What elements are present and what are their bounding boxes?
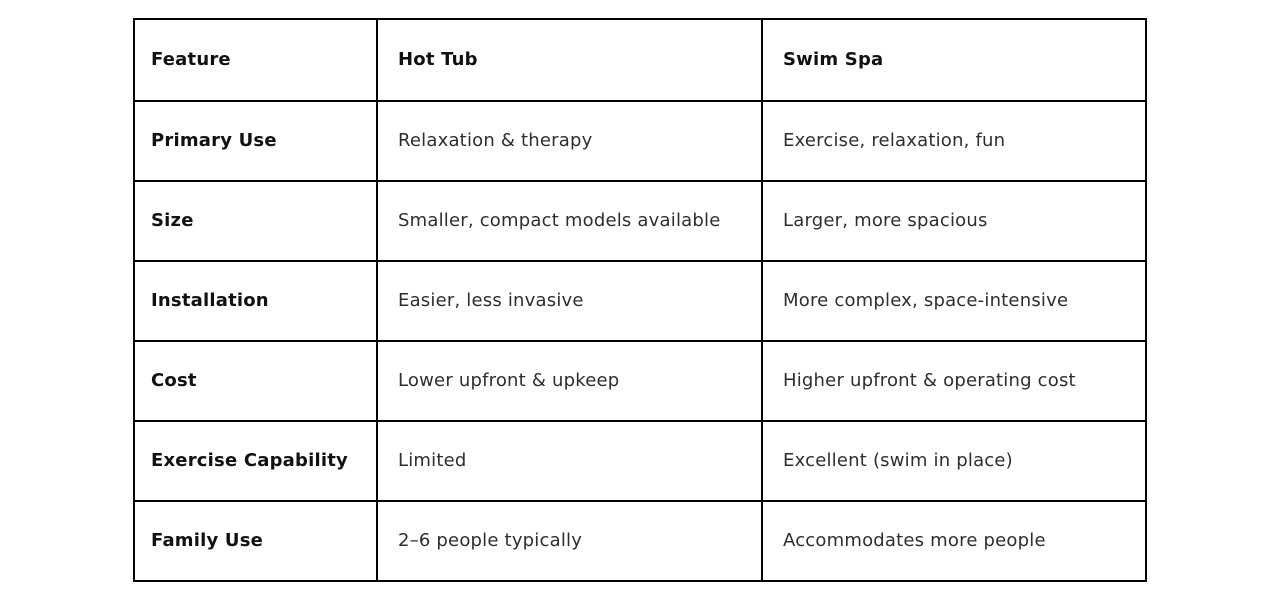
feature-label: Primary Use	[133, 100, 378, 182]
column-header-feature: Feature	[133, 18, 378, 102]
hot-tub-value: Easier, less invasive	[376, 260, 763, 342]
hot-tub-value: 2–6 people typically	[376, 500, 763, 582]
column-header-swim-spa: Swim Spa	[761, 18, 1147, 102]
table-row-primary-use: Primary Use Relaxation & therapy Exercis…	[133, 100, 1147, 182]
table-row-cost: Cost Lower upfront & upkeep Higher upfro…	[133, 340, 1147, 422]
comparison-table: Feature Hot Tub Swim Spa Primary Use Rel…	[133, 18, 1147, 582]
feature-label: Cost	[133, 340, 378, 422]
table-row-family-use: Family Use 2–6 people typically Accommod…	[133, 500, 1147, 582]
table-row-installation: Installation Easier, less invasive More …	[133, 260, 1147, 342]
feature-label: Exercise Capability	[133, 420, 378, 502]
swim-spa-value: Exercise, relaxation, fun	[761, 100, 1147, 182]
swim-spa-value: Higher upfront & operating cost	[761, 340, 1147, 422]
hot-tub-value: Relaxation & therapy	[376, 100, 763, 182]
hot-tub-value: Smaller, compact models available	[376, 180, 763, 262]
feature-label: Size	[133, 180, 378, 262]
table-header-row: Feature Hot Tub Swim Spa	[133, 18, 1147, 102]
hot-tub-value: Lower upfront & upkeep	[376, 340, 763, 422]
swim-spa-value: Excellent (swim in place)	[761, 420, 1147, 502]
feature-label: Installation	[133, 260, 378, 342]
swim-spa-value: Accommodates more people	[761, 500, 1147, 582]
feature-label: Family Use	[133, 500, 378, 582]
swim-spa-value: More complex, space-intensive	[761, 260, 1147, 342]
table-row-size: Size Smaller, compact models available L…	[133, 180, 1147, 262]
swim-spa-value: Larger, more spacious	[761, 180, 1147, 262]
table-row-exercise-capability: Exercise Capability Limited Excellent (s…	[133, 420, 1147, 502]
column-header-hot-tub: Hot Tub	[376, 18, 763, 102]
hot-tub-value: Limited	[376, 420, 763, 502]
